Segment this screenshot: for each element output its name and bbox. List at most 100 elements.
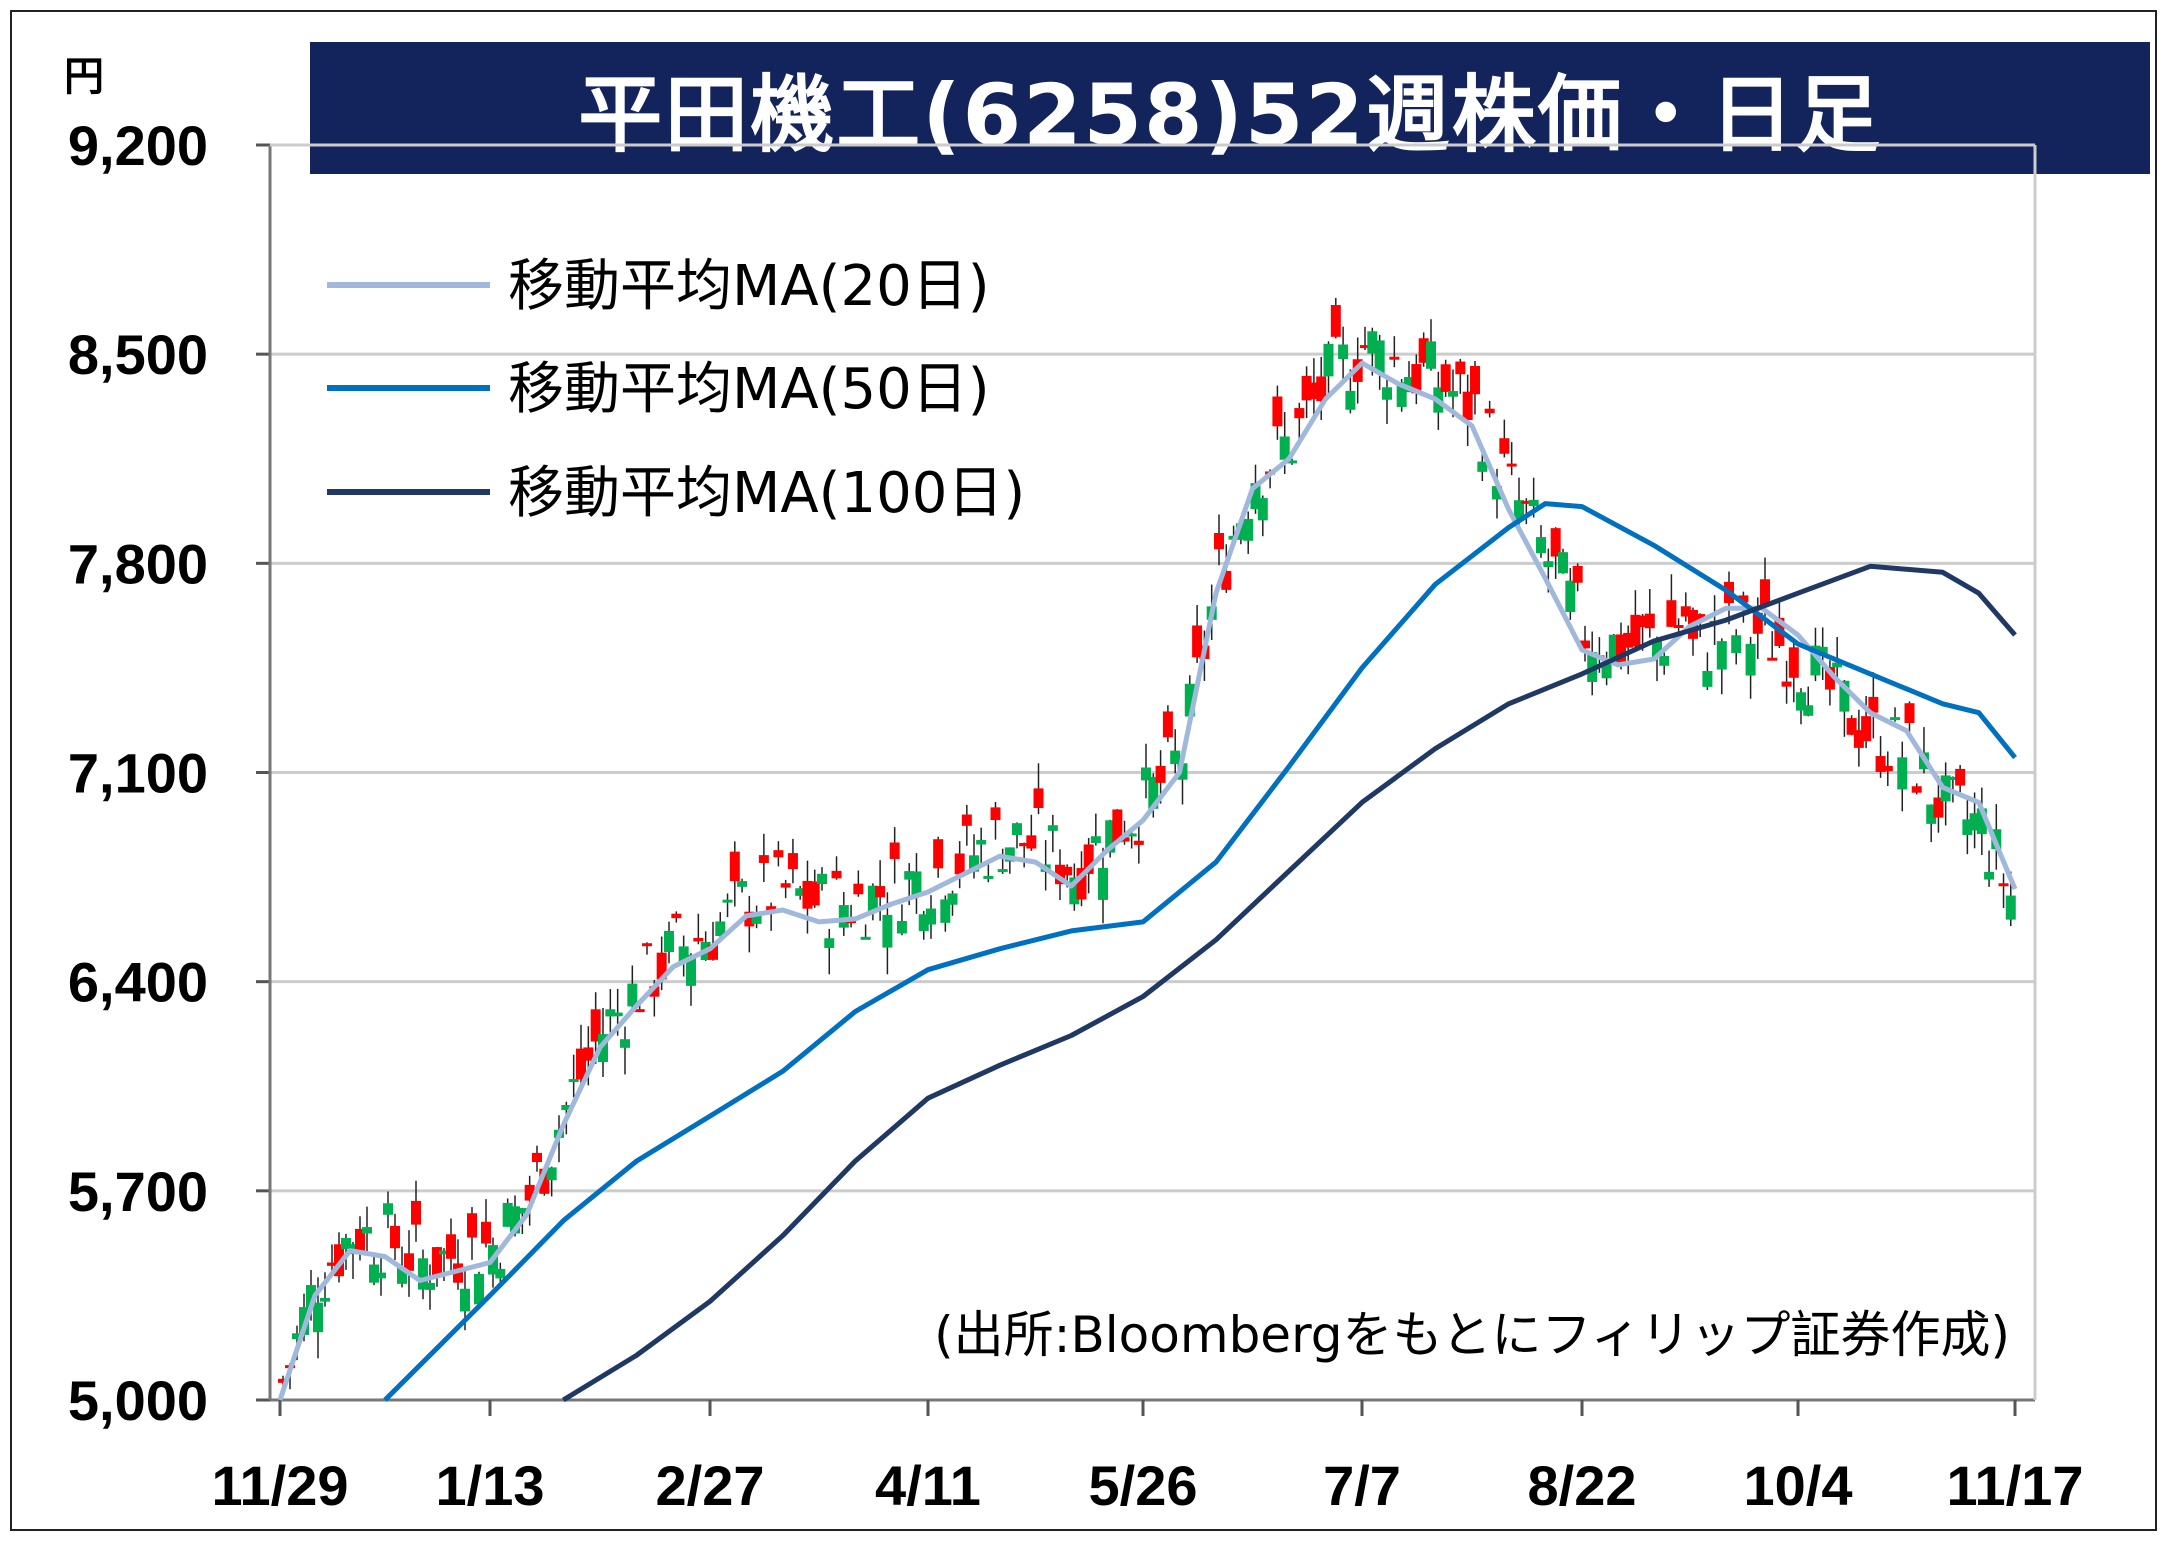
candle-up xyxy=(1666,600,1677,627)
candle-down xyxy=(1279,436,1290,460)
candle-down xyxy=(1947,776,1958,780)
candle-up xyxy=(1875,756,1886,773)
candle-up xyxy=(1788,647,1799,678)
candle-up xyxy=(1781,681,1792,687)
candle-up xyxy=(1933,797,1944,818)
candle-down xyxy=(510,1206,520,1234)
candle-up xyxy=(758,855,769,863)
candle-down xyxy=(306,1285,316,1308)
candle-down xyxy=(627,983,638,1007)
candle-down xyxy=(722,899,733,903)
candle-up xyxy=(1623,632,1634,648)
candle-down xyxy=(292,1333,302,1340)
candle-down xyxy=(1926,804,1937,824)
candle-up xyxy=(1484,408,1495,414)
candle-up xyxy=(1673,625,1684,629)
candle-down xyxy=(1558,552,1568,574)
candle-down xyxy=(824,938,835,949)
candle-down xyxy=(313,1302,323,1333)
candle-down xyxy=(1287,460,1297,464)
candle-down xyxy=(969,855,979,872)
candle-down xyxy=(439,1250,449,1255)
candle-up xyxy=(278,1378,288,1383)
axes: 5,000 5,700 6,400 7,100 7,800 8,500 9,200 11/29… xyxy=(68,114,2084,1517)
candle-up xyxy=(334,1244,344,1277)
candle-down xyxy=(1536,537,1546,554)
candle-down xyxy=(1069,877,1080,905)
candle-up xyxy=(1868,696,1879,713)
candle-down xyxy=(737,881,748,887)
candle-down xyxy=(320,1297,330,1302)
candle-up xyxy=(1162,711,1173,738)
candle-down xyxy=(376,1272,386,1279)
candle-up xyxy=(1055,864,1065,885)
candle-up xyxy=(1411,364,1422,394)
candle-up xyxy=(875,886,886,898)
candle-down xyxy=(1962,819,1973,835)
legend-label: 移動平均MA(20日) xyxy=(508,254,990,319)
candle-down xyxy=(568,1079,579,1083)
candle-up xyxy=(1644,613,1655,629)
candle-down xyxy=(896,921,907,934)
candle-up xyxy=(1752,612,1763,634)
candle-down xyxy=(940,899,951,923)
candle-up xyxy=(1155,765,1166,783)
candle-up xyxy=(1637,615,1648,628)
y-tick-label: 5,700 xyxy=(68,1160,208,1223)
candle-up xyxy=(1630,614,1641,647)
candle-up xyxy=(1440,364,1451,392)
x-tick-label: 8/22 xyxy=(1528,1454,1637,1517)
candle-up xyxy=(1680,606,1691,617)
candle-up xyxy=(656,952,667,980)
chart-title: 平田機工(6258)52週株価・日足 xyxy=(310,42,2150,174)
candle-up xyxy=(583,1047,594,1061)
candle-up xyxy=(1062,866,1073,876)
candle-down xyxy=(1257,498,1268,521)
x-tick-label: 2/27 xyxy=(656,1454,765,1517)
candle-up xyxy=(1076,868,1087,900)
candle-down xyxy=(947,893,958,905)
candle-up xyxy=(1019,842,1030,847)
candle-down xyxy=(1243,518,1254,541)
candle-up xyxy=(1462,391,1473,421)
candle-up xyxy=(766,906,777,912)
candle-up xyxy=(1846,718,1857,735)
candle-down xyxy=(1367,331,1378,354)
candle-down xyxy=(1382,387,1392,400)
candle-down xyxy=(1090,836,1101,844)
candle-up xyxy=(1580,640,1590,649)
candle-down xyxy=(1976,808,1987,835)
candle-down xyxy=(904,871,915,880)
candle-down xyxy=(1890,717,1901,721)
candle-down xyxy=(369,1264,379,1283)
candle-down xyxy=(1126,833,1137,837)
candle-down xyxy=(882,914,893,948)
candle-up xyxy=(853,883,864,895)
candle-down xyxy=(926,908,936,925)
candle-down xyxy=(612,1012,623,1017)
candle-down xyxy=(1492,486,1502,500)
candle-up xyxy=(642,943,652,947)
x-tick-label: 10/4 xyxy=(1744,1454,1853,1517)
candle-up xyxy=(576,1048,586,1080)
candle-up xyxy=(1112,809,1123,843)
x-tick-label: 1/13 xyxy=(436,1454,545,1517)
candle-up xyxy=(1272,396,1283,427)
candle-up xyxy=(327,1262,337,1266)
moving-average-lines xyxy=(277,360,2018,1403)
y-tick-label: 7,100 xyxy=(68,742,208,805)
ma-line-20 xyxy=(277,360,2018,1401)
candle-down xyxy=(1969,813,1980,831)
candle-down xyxy=(664,930,674,953)
candle-down xyxy=(2005,895,2016,920)
x-tick-label: 11/29 xyxy=(211,1454,348,1517)
candle-up xyxy=(1294,408,1305,419)
candle-up xyxy=(1389,356,1400,360)
candle-down xyxy=(1345,390,1356,410)
source-note: (出所:Bloombergをもとにフィリップ証券作成) xyxy=(934,1306,2010,1364)
candle-up xyxy=(446,1234,456,1259)
candle-down xyxy=(1477,461,1488,472)
candle-up xyxy=(532,1152,542,1163)
candle-down xyxy=(1404,377,1414,393)
